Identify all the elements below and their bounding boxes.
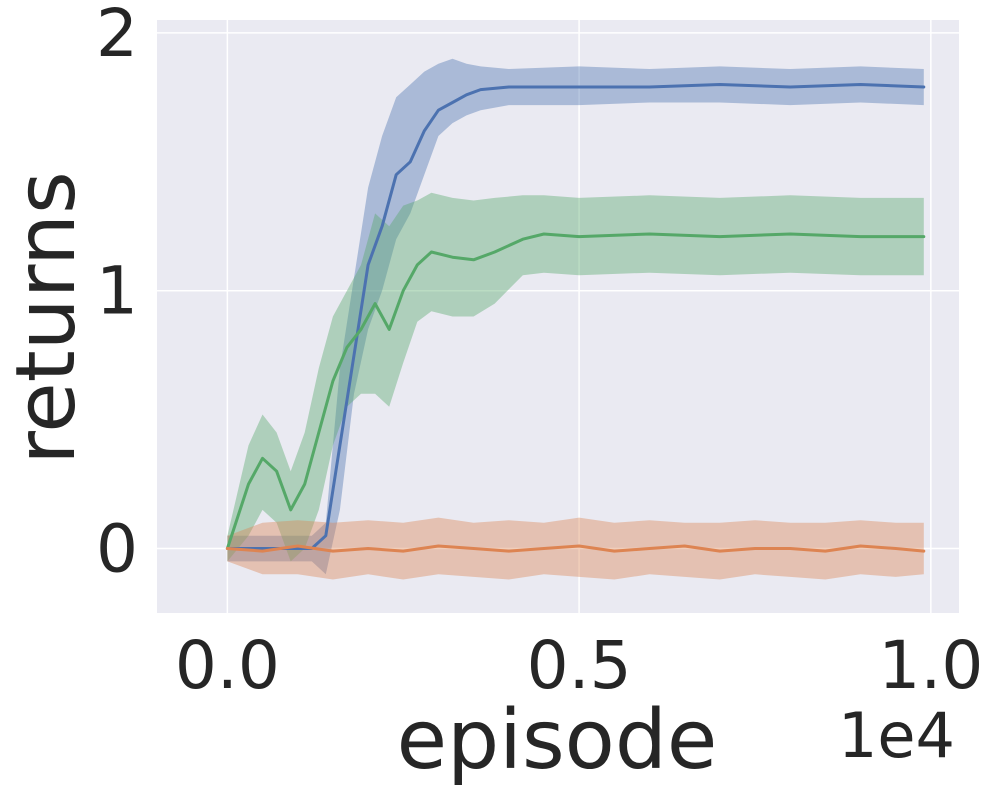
y-tick-label: 1 — [96, 253, 138, 330]
confidence-band-0 — [227, 58, 924, 575]
series-line-2 — [225, 544, 926, 553]
x-axis-label: episode — [397, 693, 718, 788]
confidence-band-2 — [227, 517, 924, 580]
series-line-0 — [225, 83, 926, 550]
series-lines — [225, 83, 926, 553]
x-tick-label: 1.0 — [878, 627, 983, 704]
confidence-band-1 — [227, 192, 924, 562]
x-tick-labels: 0.0 0.5 1.0 — [175, 627, 983, 704]
x-tick-label: 0.0 — [175, 627, 280, 704]
confidence-bands — [227, 58, 924, 580]
plot-background — [157, 20, 959, 613]
y-tick-label: 2 — [96, 0, 138, 72]
y-tick-label: 0 — [96, 511, 138, 588]
y-axis-label: returns — [0, 171, 94, 464]
series-line-1 — [225, 232, 926, 550]
x-axis-offset-label: 1e4 — [838, 699, 955, 772]
y-tick-labels: 0 1 2 — [96, 0, 138, 588]
x-tick-label: 0.5 — [527, 627, 632, 704]
